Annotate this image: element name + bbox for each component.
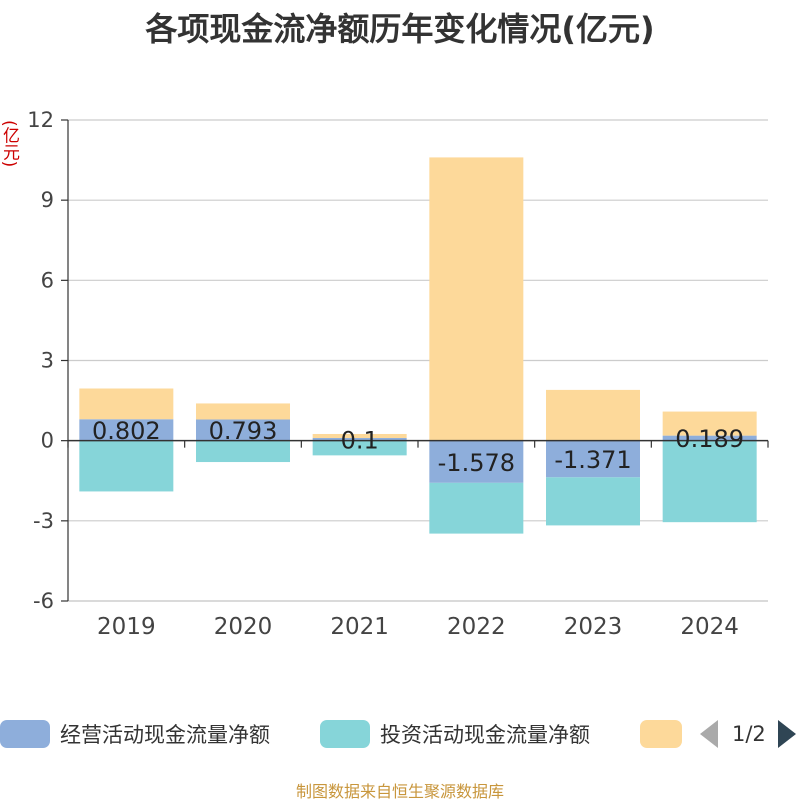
legend-next-page-icon[interactable] (777, 720, 796, 748)
legend-item-investing[interactable]: 投资活动现金流量净额 (320, 712, 590, 756)
bar-operating-2020 (196, 419, 290, 441)
bar-financing-2024 (662, 411, 757, 436)
y-tick-label: 0 (41, 429, 54, 453)
legend-item-operating[interactable]: 经营活动现金流量净额 (0, 712, 270, 756)
legend-page-indicator: 1/2 (732, 722, 766, 746)
chart-legend: 经营活动现金流量净额 投资活动现金流量净额 1/2 (0, 712, 800, 756)
x-tick-label-2022: 2022 (447, 614, 506, 640)
data-source-footer: 制图数据来自恒生聚源数据库 (295, 782, 504, 801)
bar-operating-2019 (79, 419, 174, 441)
x-tick-label-2019: 2019 (97, 614, 156, 640)
y-tick-label: 12 (27, 108, 54, 132)
bar-investing-2019 (79, 440, 174, 492)
y-axis-unit: (亿元) (0, 120, 19, 168)
y-tick-label: -6 (33, 589, 54, 613)
data-label-2023: -1.371 (554, 446, 631, 474)
x-tick-label-2020: 2020 (214, 614, 273, 640)
y-tick-label: 6 (41, 268, 54, 292)
x-tick-label-2024: 2024 (680, 614, 739, 640)
bar-operating-2021 (312, 437, 407, 441)
y-tick-label: 3 (41, 349, 54, 373)
bar-investing-2021 (312, 440, 407, 456)
legend-prev-page-icon[interactable] (700, 720, 718, 748)
data-label-2020: 0.793 (209, 417, 278, 445)
bar-investing-2022 (429, 482, 524, 534)
bar-financing-2023 (546, 389, 640, 441)
bar-financing-2021 (312, 433, 407, 438)
data-label-2024: 0.189 (675, 425, 744, 453)
legend-swatch-financing (640, 720, 682, 748)
data-label-2021: 0.1 (341, 426, 379, 454)
y-tick-label: -3 (33, 509, 54, 533)
legend-label-operating: 经营活动现金流量净额 (60, 723, 270, 747)
bar-investing-2023 (546, 477, 640, 526)
x-tick-label-2023: 2023 (564, 614, 623, 640)
y-tick-label: 9 (41, 188, 54, 212)
data-label-2022: -1.578 (438, 449, 515, 477)
legend-item-financing[interactable] (640, 712, 682, 756)
bar-financing-2019 (79, 388, 174, 420)
legend-label-investing: 投资活动现金流量净额 (380, 723, 590, 747)
legend-swatch-investing (320, 720, 370, 748)
chart-title: 各项现金流净额历年变化情况(亿元) (145, 10, 655, 48)
bar-financing-2020 (196, 403, 290, 420)
data-label-2019: 0.802 (92, 417, 161, 445)
bar-operating-2022 (429, 440, 524, 483)
bar-investing-2020 (196, 440, 290, 463)
bar-investing-2024 (662, 440, 757, 523)
legend-swatch-operating (0, 720, 50, 748)
bar-operating-2024 (662, 435, 757, 441)
legend-pager: 1/2 (700, 712, 796, 756)
bar-chart: -6 -3 0 3 6 9 12 2019 2020 2021 2022 2023 2024 0.802… (27, 108, 769, 640)
x-tick-label-2021: 2021 (330, 614, 389, 640)
bar-financing-2022 (429, 157, 524, 441)
bar-operating-2023 (546, 440, 640, 478)
